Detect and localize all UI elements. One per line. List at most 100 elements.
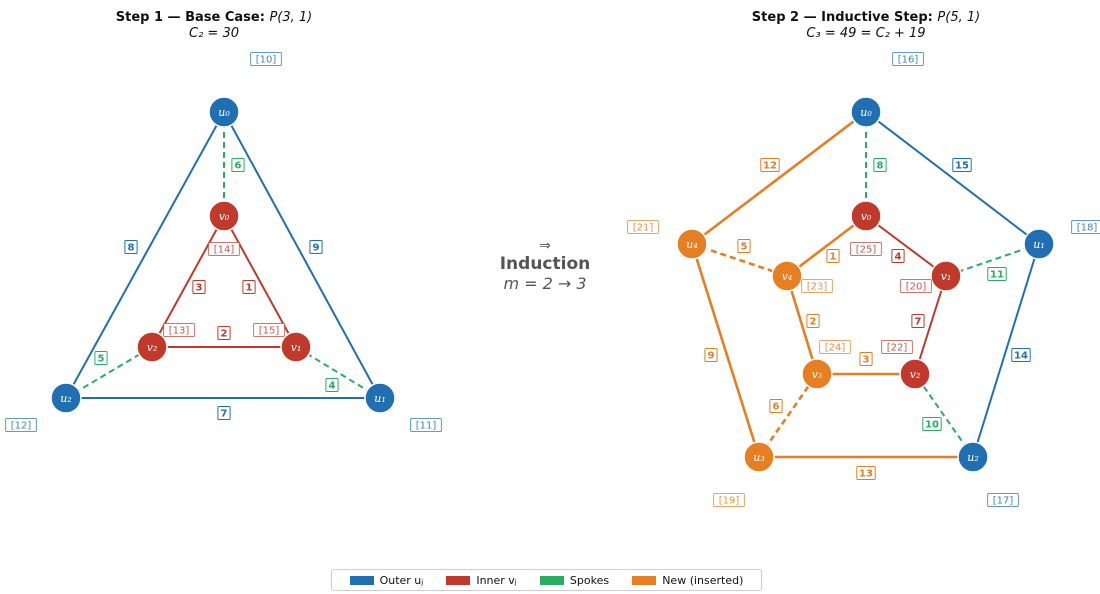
- right-edge-label-u2-u3: 13: [856, 466, 876, 480]
- right-edge-u1-u2: [972, 243, 1040, 458]
- left-node-tag-v0: [14]: [208, 242, 240, 256]
- right-edge-v1-v2: [914, 275, 947, 375]
- svg-text:[11]: [11]: [416, 421, 437, 432]
- svg-text:[23]: [23]: [807, 282, 828, 293]
- svg-text:u₀: u₀: [218, 106, 230, 119]
- svg-text:5: 5: [98, 354, 105, 365]
- left-node-u1: u₁: [364, 382, 396, 414]
- right-edge-label-u0-v0: 8: [873, 158, 887, 172]
- svg-text:7: 7: [915, 317, 922, 328]
- right-node-u1: u₁: [1023, 228, 1055, 260]
- left-node-v1: v₁: [280, 331, 312, 363]
- svg-text:u₁: u₁: [374, 392, 386, 405]
- svg-text:[13]: [13]: [169, 326, 190, 337]
- legend-label-spokes: Spokes: [569, 573, 610, 587]
- left-edge-u0-u1: [223, 111, 381, 399]
- svg-text:6: 6: [235, 161, 242, 172]
- right-node-v4: v₄: [771, 260, 803, 292]
- right-edge-label-u3-u4: 9: [704, 348, 718, 362]
- svg-text:3: 3: [863, 355, 870, 366]
- svg-text:[10]: [10]: [256, 55, 277, 66]
- implies-arrow: ⇒: [539, 238, 551, 254]
- svg-text:u₂: u₂: [967, 451, 979, 464]
- right-edge-label-u0-u1: 15: [952, 158, 972, 172]
- left-edge-label-u1-u2: 7: [217, 406, 231, 420]
- svg-text:[16]: [16]: [898, 55, 919, 66]
- right-edge-label-u3-v3: 6: [769, 399, 783, 413]
- left-edge-label-v0-v1: 1: [242, 280, 256, 294]
- right-node-tag-u3: [19]: [713, 493, 745, 507]
- right-node-u2: u₂: [957, 441, 989, 473]
- left-edge-u2-v2: [65, 346, 153, 399]
- right-edge-label-u2-v2: 10: [922, 417, 942, 431]
- svg-text:[12]: [12]: [11, 421, 32, 432]
- left-subtitle: C₂ = 30: [189, 26, 239, 41]
- left-node-tag-u0: [10]: [250, 52, 282, 66]
- right-edge-u1-v1: [945, 243, 1040, 277]
- svg-text:7: 7: [221, 409, 228, 420]
- svg-text:v₃: v₃: [812, 368, 823, 381]
- legend-swatch-spokes: [539, 575, 564, 585]
- svg-text:8: 8: [877, 161, 884, 172]
- right-title-math: P(5, 1): [937, 10, 981, 25]
- right-node-tag-v1: [20]: [900, 279, 932, 293]
- right-node-v2: v₂: [899, 358, 931, 390]
- right-edge-u3-v3: [757, 373, 819, 458]
- left-edges: [65, 111, 381, 399]
- svg-text:u₂: u₂: [60, 392, 72, 405]
- legend-item-inner: Inner vⱼ: [446, 573, 517, 587]
- left-edge-label-u0-u2: 8: [124, 240, 138, 254]
- svg-text:14: 14: [1014, 351, 1028, 362]
- right-edge-label-v3-v4: 2: [806, 314, 820, 328]
- svg-text:9: 9: [313, 243, 320, 254]
- svg-text:4: 4: [895, 252, 902, 263]
- svg-text:v₁: v₁: [291, 341, 302, 354]
- right-edge-label-v0-v1: 4: [891, 249, 905, 263]
- left-node-tag-u1: [11]: [410, 418, 442, 432]
- right-edge-v3-v4: [785, 275, 819, 375]
- left-title-math: P(3, 1): [269, 10, 313, 25]
- svg-text:v₁: v₁: [941, 270, 952, 283]
- svg-text:v₂: v₂: [910, 368, 921, 381]
- right-node-v0: v₀: [850, 200, 882, 232]
- right-edge-label-v2-v3: 3: [859, 352, 873, 366]
- right-node-tag-u1: [18]: [1071, 220, 1100, 234]
- left-node-tag-v1: [15]: [253, 323, 285, 337]
- svg-text:u₁: u₁: [1033, 238, 1045, 251]
- svg-text:[18]: [18]: [1077, 223, 1098, 234]
- svg-text:15: 15: [955, 161, 969, 172]
- left-node-tag-u2: [12]: [5, 418, 37, 432]
- right-node-tag-u4: [21]: [627, 220, 659, 234]
- svg-text:[14]: [14]: [214, 245, 235, 256]
- svg-text:4: 4: [329, 381, 336, 392]
- right-edge-u2-v2: [914, 373, 974, 458]
- svg-text:11: 11: [990, 270, 1004, 281]
- right-edge-u3-u4: [690, 243, 761, 458]
- left-nodes: u₀ u₁ u₂ v₀ v₁ v₂: [50, 96, 396, 414]
- right-nodes: u₀ u₁ u₂ u₃ u₄ v₀ v₁ v₂ v₃ v₄: [676, 96, 1055, 473]
- right-node-v3: v₃: [801, 358, 833, 390]
- right-edge-v4-v0: [786, 214, 867, 278]
- left-node-tag-v2: [13]: [163, 323, 195, 337]
- left-graph: 9 8 7 6 4 5 1 3 2 u₀ u₁ u₂ v₀ v₁ v₂ [10] [11] [12] [14] [15…: [5, 52, 442, 432]
- svg-text:[19]: [19]: [719, 496, 740, 507]
- svg-text:5: 5: [741, 242, 748, 253]
- right-edge-label-v4-v0: 1: [826, 249, 840, 263]
- svg-text:[25]: [25]: [856, 245, 877, 256]
- right-edge-label-u4-u0: 12: [760, 158, 780, 172]
- svg-text:v₂: v₂: [147, 341, 158, 354]
- right-edge-label-u1-v1: 11: [987, 267, 1007, 281]
- left-node-u0: u₀: [208, 96, 240, 128]
- legend-swatch-inner: [446, 575, 471, 585]
- legend-label-inner: Inner vⱼ: [476, 573, 517, 587]
- right-edge-label-u1-u2: 14: [1011, 348, 1031, 362]
- left-edge-u1-v1: [295, 346, 381, 399]
- left-edge-label-u2-v2: 5: [94, 351, 108, 365]
- svg-text:u₀: u₀: [860, 106, 872, 119]
- right-edge-label-v1-v2: 7: [911, 314, 925, 328]
- legend-label-outer: Outer uⱼ: [379, 573, 424, 587]
- left-panel-title: Step 1 — Base Case: P(3, 1) C₂ = 30: [94, 10, 334, 42]
- right-node-tag-v4: [23]: [801, 279, 833, 293]
- svg-text:13: 13: [859, 469, 873, 480]
- right-graph: 15 14 13 9 12 8 11 10 6 5 4 7 3 2 1 u₀ u₁ u₂ u₃ u₄ v₀ v₁ v₂ v₃ v…: [627, 52, 1100, 507]
